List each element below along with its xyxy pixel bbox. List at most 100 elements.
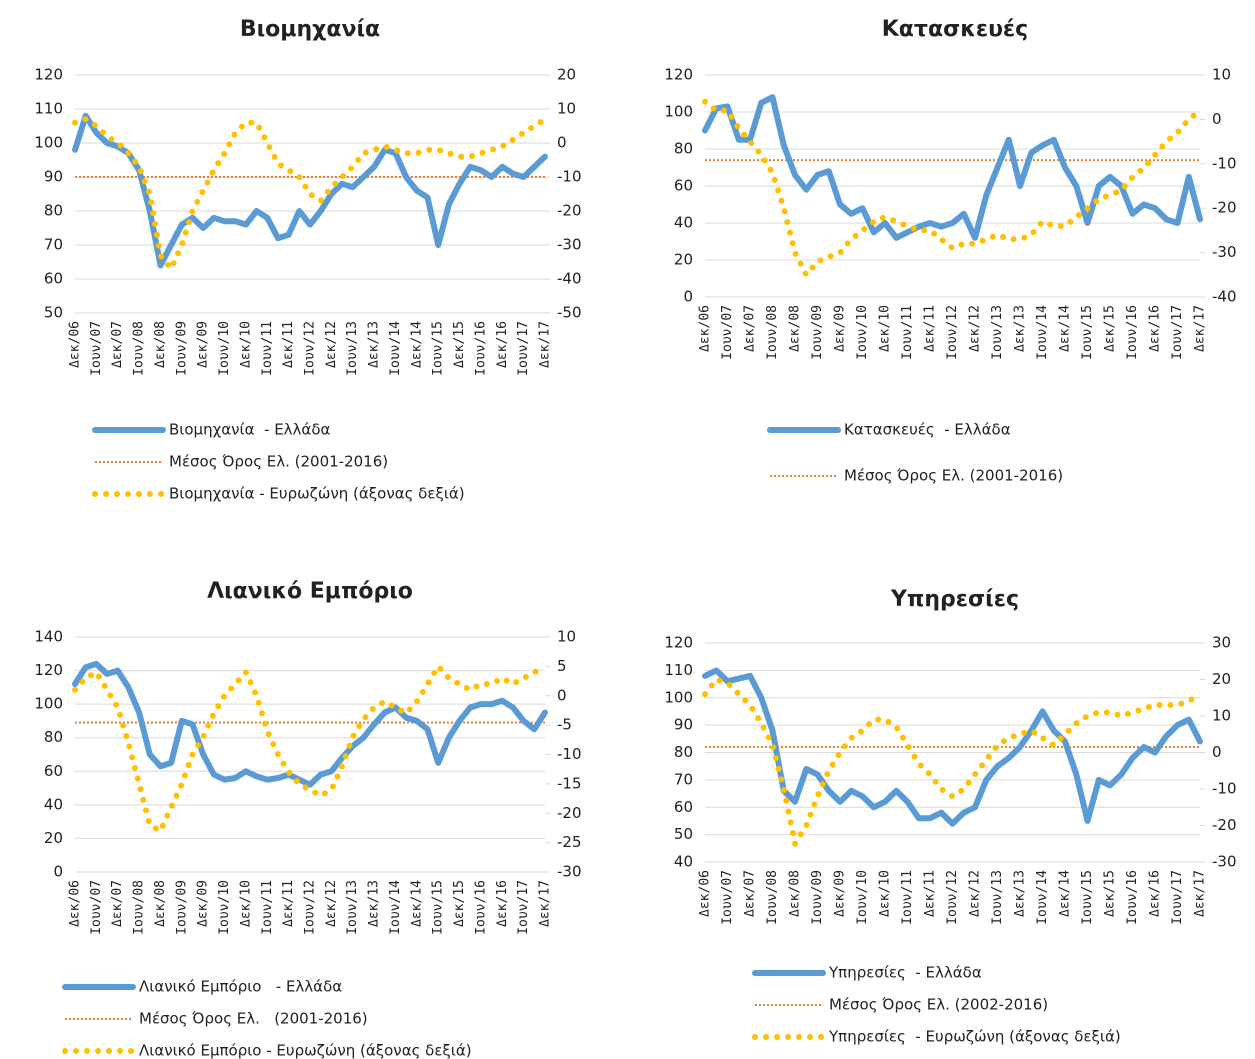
x-tick-label: Ιουν/07 [720, 305, 735, 360]
chart-title: Υπηρεσίες [890, 587, 1019, 612]
x-tick-label: Ιουν/08 [765, 305, 780, 360]
x-tick-label: Δεκ/10 [878, 305, 893, 352]
x-tick-label: Ιουν/08 [132, 321, 147, 376]
y2-tick-label: -50 [557, 304, 582, 322]
series-line [702, 98, 1203, 278]
x-tick-label: Δεκ/16 [1148, 305, 1163, 352]
y-tick-label: 100 [34, 134, 63, 152]
series-line [702, 676, 1203, 847]
x-tick-label: Ιουν/12 [303, 321, 318, 376]
y2-tick-label: -20 [557, 202, 582, 220]
chart-title: Λιανικό Εμπόριο [207, 579, 413, 604]
x-tick-label: Δεκ/10 [238, 321, 253, 368]
y-tick-label: 100 [34, 695, 63, 713]
x-tick-label: Δεκ/16 [495, 321, 510, 368]
x-tick-label: Ιουν/15 [431, 880, 446, 935]
y-tick-label: 60 [44, 762, 63, 780]
legend-label: Υπηρεσίες - Ελλάδα [828, 964, 982, 982]
series-line [72, 663, 548, 834]
y2-tick-label: -30 [557, 863, 582, 881]
x-tick-label: Ιουν/14 [1035, 870, 1050, 925]
x-tick-label: Ιουν/10 [855, 305, 870, 360]
x-tick-label: Δεκ/17 [538, 321, 553, 368]
y2-tick-label: 10 [1212, 66, 1231, 84]
x-tick-label: Ιουν/09 [810, 305, 825, 360]
x-tick-label: Δεκ/09 [196, 880, 211, 927]
x-tick-label: Δεκ/11 [923, 870, 938, 917]
y2-tick-label: 0 [557, 686, 567, 704]
legend-label: Λιανικό Εμπόριο - Ευρωζώνη (άξονας δεξιά… [139, 1042, 472, 1059]
y-tick-label: 0 [683, 288, 693, 306]
x-tick-label: Ιουν/11 [260, 321, 275, 376]
y2-tick-label: 30 [1212, 634, 1231, 652]
y2-tick-label: 10 [557, 100, 576, 118]
legend-label: Βιομηχανία - Ευρωζώνη (άξονας δεξιά) [169, 485, 465, 503]
legend-label: Κατασκευές - Ελλάδα [844, 421, 1011, 439]
x-tick-label: Ιουν/16 [473, 880, 488, 935]
x-tick-label: Ιουν/10 [217, 880, 232, 935]
y-tick-label: 40 [674, 853, 693, 871]
y-tick-label: 50 [674, 825, 693, 843]
x-tick-label: Δεκ/08 [788, 305, 803, 352]
x-tick-label: Ιουν/17 [516, 321, 531, 376]
series-line [702, 667, 1203, 827]
x-tick-label: Δεκ/12 [968, 305, 983, 352]
y2-tick-label: -10 [557, 168, 582, 186]
y-tick-label: 90 [674, 716, 693, 734]
x-tick-label: Ιουν/07 [720, 870, 735, 925]
y-tick-label: 100 [664, 688, 693, 706]
x-tick-label: Δεκ/17 [1193, 870, 1208, 917]
y2-tick-label: -10 [1212, 154, 1237, 172]
x-tick-label: Δεκ/09 [196, 321, 211, 368]
x-tick-label: Ιουν/11 [900, 870, 915, 925]
y2-tick-label: 0 [557, 134, 567, 152]
y2-tick-label: -40 [557, 270, 582, 288]
y2-tick-label: 5 [557, 657, 567, 675]
x-tick-label: Ιουν/17 [1170, 305, 1185, 360]
x-tick-label: Δεκ/13 [1013, 870, 1028, 917]
x-tick-label: Ιουν/11 [900, 305, 915, 360]
y-tick-label: 60 [674, 798, 693, 816]
y-tick-label: 40 [674, 214, 693, 232]
series-line [702, 94, 1203, 241]
x-tick-label: Δεκ/15 [452, 880, 467, 927]
y2-tick-label: -15 [557, 774, 582, 792]
x-tick-label: Δεκ/16 [495, 880, 510, 927]
series-line [72, 116, 548, 272]
x-tick-label: Δεκ/11 [281, 880, 296, 927]
x-tick-label: Δεκ/11 [281, 321, 296, 368]
y-tick-label: 120 [664, 66, 693, 84]
x-tick-label: Δεκ/14 [409, 321, 424, 368]
x-tick-label: Ιουν/10 [217, 321, 232, 376]
legend-label: Μέσος Όρος Ελ. (2001-2016) [844, 467, 1063, 485]
x-tick-label: Δεκ/12 [324, 880, 339, 927]
legend-label: Μέσος Όρος Ελ. (2001-2016) [139, 1010, 368, 1028]
x-tick-label: Δεκ/15 [1103, 305, 1118, 352]
y-tick-label: 80 [44, 202, 63, 220]
x-tick-label: Ιουν/09 [810, 870, 825, 925]
x-tick-label: Δεκ/07 [743, 870, 758, 917]
y-tick-label: 140 [34, 628, 63, 646]
x-tick-label: Δεκ/08 [788, 870, 803, 917]
y2-tick-label: 10 [1212, 707, 1231, 725]
x-tick-label: Ιουν/12 [303, 880, 318, 935]
x-tick-label: Ιουν/08 [765, 870, 780, 925]
x-tick-label: Δεκ/14 [409, 880, 424, 927]
chart-title: Κατασκευές [882, 17, 1028, 42]
y2-tick-label: -30 [1212, 243, 1237, 261]
x-tick-label: Ιουν/17 [1170, 870, 1185, 925]
x-tick-label: Ιουν/14 [388, 880, 403, 935]
x-tick-label: Ιουν/17 [516, 880, 531, 935]
y-tick-label: 60 [674, 177, 693, 195]
y2-tick-label: 0 [1212, 110, 1222, 128]
series-line [72, 660, 548, 788]
y2-tick-label: -30 [1212, 853, 1237, 871]
legend-label: Λιανικό Εμπόριο - Ελλάδα [139, 978, 342, 996]
y2-tick-label: 10 [557, 628, 576, 646]
x-tick-label: Ιουν/12 [945, 305, 960, 360]
y-tick-label: 20 [44, 829, 63, 847]
y-tick-label: 50 [44, 304, 63, 322]
x-tick-label: Δεκ/16 [1148, 870, 1163, 917]
y-tick-label: 110 [34, 100, 63, 118]
